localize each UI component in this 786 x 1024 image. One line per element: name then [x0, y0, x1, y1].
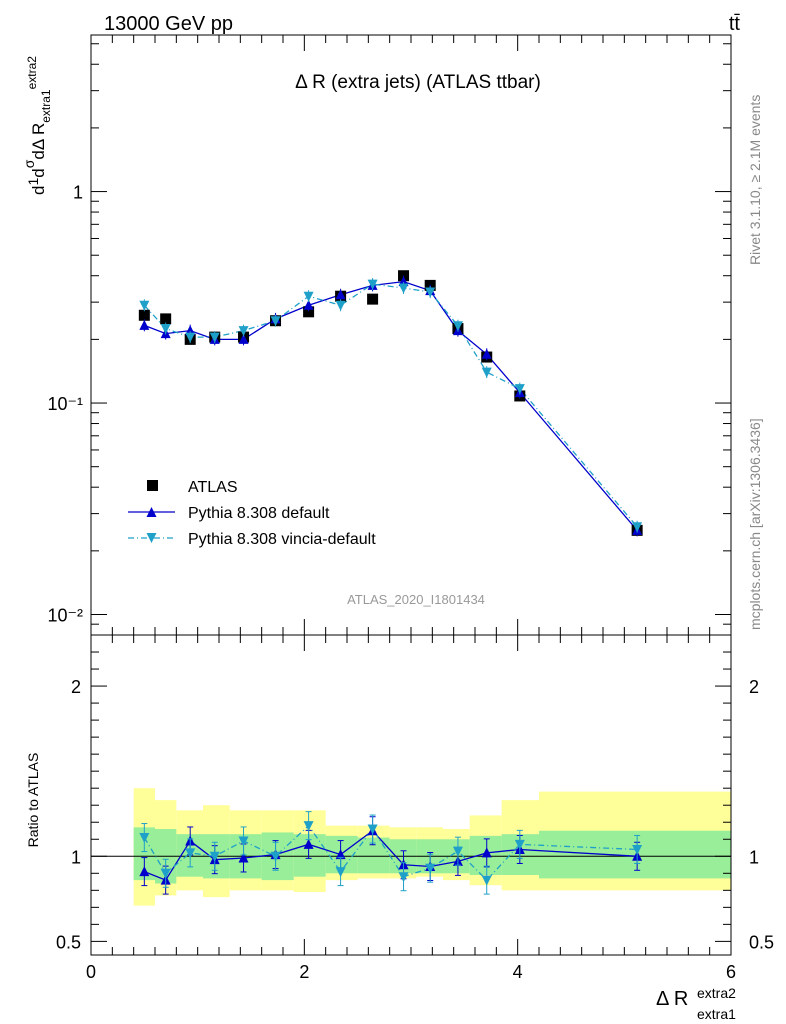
data-point-vincia	[481, 367, 492, 378]
ratio-point-vincia	[160, 868, 171, 879]
main-y-tick-label: 10⁻²	[47, 606, 83, 626]
data-point-vincia	[270, 316, 281, 327]
ratio-y-tick-label-left: 0.5	[56, 932, 81, 952]
data-point-vincia	[303, 291, 314, 302]
main-ylabel: d1dσdΔ Rextra1extra2	[21, 56, 53, 195]
process-label: tt̄	[729, 13, 741, 35]
ratio-band-inner	[293, 834, 326, 877]
main-y-tick-label: 10⁻¹	[47, 394, 83, 414]
ratio-y-tick-label-right: 0.5	[749, 932, 774, 952]
ratio-x-tick-label: 2	[299, 962, 309, 982]
mcplots-label: mcplots.cern.ch [arXiv:1306.3436]	[747, 418, 763, 630]
data-point-vincia	[335, 300, 346, 311]
legend-label-default: Pythia 8.308 default	[188, 505, 330, 522]
data-point-atlas	[303, 306, 315, 318]
ratio-series-line	[143, 824, 638, 882]
ratio-y-tick-label-left: 2	[71, 677, 81, 697]
ratio-bands	[133, 788, 731, 906]
ratio-point-vincia	[425, 863, 436, 874]
data-point-default	[335, 289, 346, 300]
data-point-default	[303, 299, 314, 310]
ratio-point-default	[238, 852, 249, 863]
ratio-point-vincia	[238, 836, 249, 847]
data-point-atlas	[367, 293, 379, 305]
energy-label: 13000 GeV pp	[104, 13, 233, 35]
ratio-point-vincia	[270, 851, 281, 862]
data-point-atlas	[138, 309, 150, 321]
data-point-vincia	[514, 384, 525, 395]
main-ticks: 10⁻² 10⁻¹ 1	[47, 35, 731, 636]
ratio-point-default	[335, 849, 346, 860]
analysis-watermark: ATLAS_2020_I1801434	[347, 592, 485, 607]
legend-label-atlas: ATLAS	[188, 479, 238, 496]
data-point-vincia	[185, 332, 196, 343]
ratio-point-vincia	[481, 875, 492, 886]
ratio-point-vincia	[303, 821, 314, 832]
data-point-vincia	[139, 300, 150, 311]
ratio-series-points	[139, 811, 643, 895]
main-series-points	[138, 270, 643, 537]
rivet-label-text: Rivet 3.1.10, ≥ 2.1M events	[747, 95, 763, 265]
data-point-vincia	[425, 287, 436, 298]
data-point-vincia	[367, 279, 378, 290]
xlabel-sub: extra1	[697, 1006, 736, 1022]
main-y-tick-label: 1	[73, 183, 83, 203]
xlabel: Δ R extra2 extra1	[656, 985, 736, 1022]
data-point-default	[238, 333, 249, 344]
ratio-band-inner	[539, 830, 731, 879]
legend-marker-default	[146, 507, 157, 517]
ratio-point-default	[139, 866, 150, 877]
ratio-point-default	[481, 847, 492, 858]
ratio-ticks: 0 2 4 6 0.5 0.5 1 1 2 2	[56, 635, 774, 982]
ratio-ylabel-text: Ratio to ATLAS	[25, 753, 41, 848]
ratio-x-tick-label: 6	[726, 962, 736, 982]
legend-marker-atlas	[147, 480, 158, 491]
data-point-atlas	[160, 313, 172, 325]
ratio-point-vincia	[452, 846, 463, 857]
ratio-point-vincia	[398, 872, 409, 883]
main-series-line	[143, 283, 638, 528]
ratio-band-inner	[133, 827, 155, 881]
main-ylabel-text: d1dσdΔ Rextra1extra2	[21, 56, 53, 195]
data-point-vincia	[632, 522, 643, 533]
rivet-label: Rivet 3.1.10, ≥ 2.1M events	[747, 95, 763, 265]
chart-title: Δ R (extra jets) (ATLAS ttbar)	[295, 72, 541, 93]
main-panel: 10⁻² 10⁻¹ 1 Δ R (extra jets) (ATLAS ttbar)…	[21, 34, 732, 636]
data-point-vincia	[398, 283, 409, 294]
ratio-y-tick-label-right: 2	[749, 677, 759, 697]
legend-marker-vincia	[146, 533, 157, 543]
ratio-y-tick-label-left: 1	[71, 847, 81, 867]
ratio-y-tick-label-right: 1	[749, 847, 759, 867]
ratio-ylabel: Ratio to ATLAS	[25, 753, 41, 848]
ratio-x-tick-label: 4	[513, 962, 523, 982]
legend: ATLAS Pythia 8.308 default Pythia 8.308 …	[128, 479, 376, 548]
data-point-vincia	[160, 324, 171, 335]
ratio-point-vincia	[185, 848, 196, 859]
data-point-vincia	[209, 332, 220, 343]
ratio-panel: 0 2 4 6 0.5 0.5 1 1 2 2 Ratio to ATLAS Δ R extra2…	[25, 634, 774, 1022]
ratio-point-vincia	[514, 839, 525, 850]
ratio-point-vincia	[632, 844, 643, 855]
mcplots-label-text: mcplots.cern.ch [arXiv:1306.3436]	[747, 418, 763, 630]
ratio-point-vincia	[367, 824, 378, 835]
legend-label-vincia: Pythia 8.308 vincia-default	[188, 531, 376, 548]
ratio-point-vincia	[335, 867, 346, 878]
ratio-point-default	[303, 838, 314, 849]
data-point-vincia	[238, 326, 249, 337]
xlabel-text: Δ R	[656, 988, 688, 1010]
ratio-x-tick-label: 0	[86, 962, 96, 982]
ratio-point-vincia	[209, 851, 220, 862]
data-point-default	[139, 319, 150, 330]
data-point-vincia	[452, 321, 463, 332]
xlabel-sup: extra2	[697, 985, 736, 1001]
ratio-point-vincia	[139, 833, 150, 844]
data-point-default	[481, 348, 492, 359]
